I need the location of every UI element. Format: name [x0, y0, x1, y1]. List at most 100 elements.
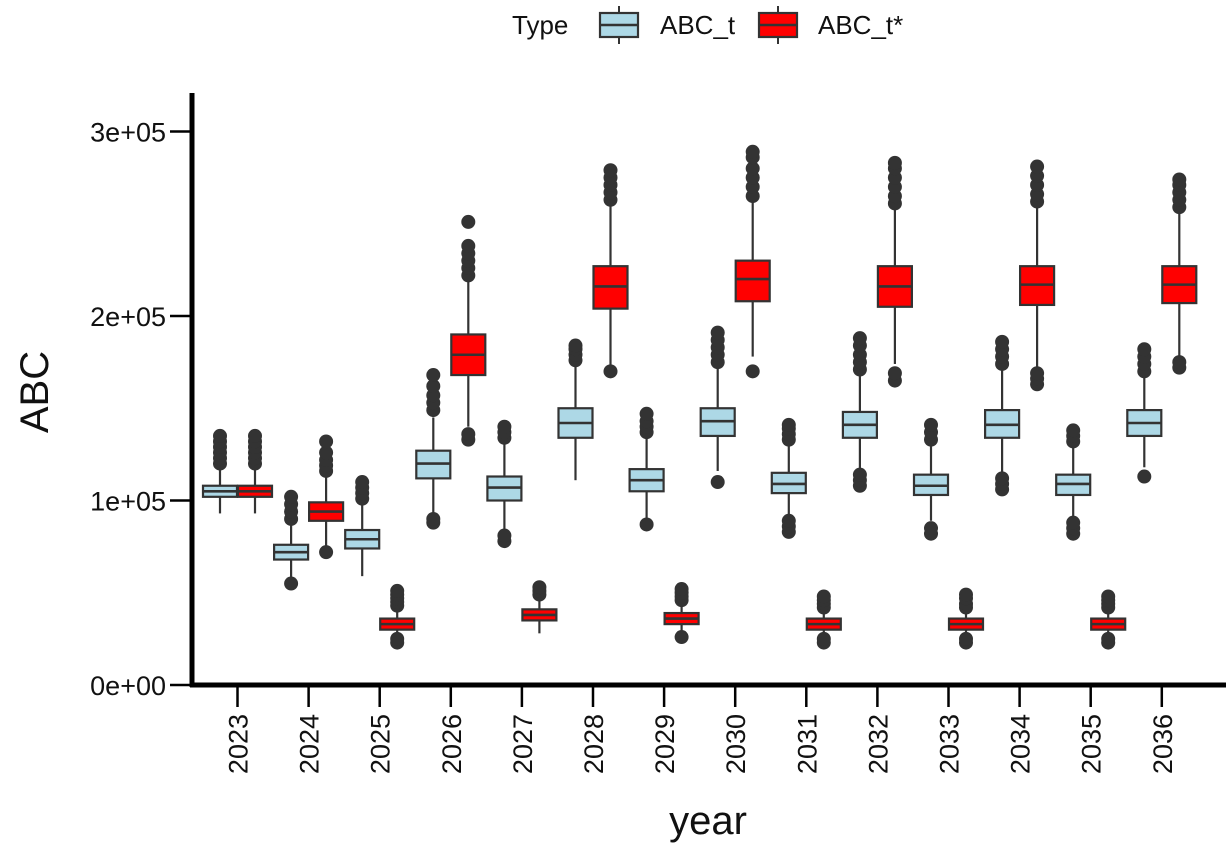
outlier-point	[959, 587, 973, 602]
x-tick-label: 2036	[1148, 714, 1178, 774]
outlier-point	[852, 467, 867, 482]
x-axis-title: year	[669, 799, 747, 843]
x-tick-label: 2027	[508, 714, 538, 774]
box-body	[734, 259, 771, 303]
box-2035-abc-t-star	[1090, 589, 1127, 650]
x-tick-label: 2024	[295, 714, 325, 774]
outlier-point	[390, 583, 405, 598]
x-axis: 2023 2024 2025 2026 2027 2028 2029 2030 2031 2032…	[190, 682, 1226, 774]
box-2031-abc-t-star	[805, 589, 842, 650]
box-2027-abc-t-star	[521, 580, 558, 634]
box-2029-abc-t-star	[663, 582, 700, 645]
box-2035-abc-t	[1055, 423, 1092, 541]
outlier-point	[674, 582, 689, 597]
box-2033-abc-t	[912, 417, 950, 541]
outlier-point	[1066, 515, 1081, 530]
x-tick-label: 2031	[792, 714, 822, 774]
outlier-point	[639, 517, 654, 532]
box-2024-abc-t-star	[308, 434, 345, 560]
y-tick-label: 0e+00	[90, 671, 166, 701]
outlier-point	[710, 325, 725, 340]
outlier-point	[390, 631, 405, 646]
outlier-point	[355, 475, 370, 490]
box-2030-abc-t-star	[734, 144, 771, 379]
legend-label-abc-t: ABC_t	[660, 10, 736, 40]
outlier-point	[426, 368, 441, 383]
outlier-point	[781, 513, 796, 528]
box-2028-abc-t-star	[592, 163, 629, 379]
outlier-point	[1066, 423, 1081, 438]
outlier-point	[1172, 172, 1187, 187]
outlier-point	[1137, 469, 1152, 484]
x-tick-label: 2035	[1077, 714, 1107, 774]
outlier-point	[248, 428, 262, 443]
outlier-point	[995, 471, 1010, 486]
x-tick-label: 2028	[579, 714, 609, 774]
x-tick-label: 2033	[935, 714, 965, 774]
legend: Type ABC_t ABC_t*	[512, 6, 903, 44]
box-2031-abc-t	[770, 417, 807, 539]
outlier-point	[1172, 355, 1187, 370]
box-2036-abc-t-star	[1161, 172, 1198, 375]
outlier-point	[284, 489, 299, 504]
outlier-point	[461, 427, 476, 442]
outlier-point	[745, 364, 760, 379]
outlier-point	[816, 631, 831, 646]
outlier-point	[603, 364, 618, 379]
series-abc-t	[201, 325, 1163, 591]
box-2024-abc-t	[273, 489, 310, 591]
outlier-point	[816, 589, 831, 604]
outlier-point	[497, 419, 512, 434]
outlier-point	[568, 338, 583, 353]
x-tick-label: 2023	[224, 714, 254, 774]
outlier-point	[995, 334, 1010, 349]
outlier-point	[426, 379, 441, 394]
outlier-point	[887, 366, 902, 381]
legend-label-abc-t-star: ABC_t*	[818, 10, 903, 40]
y-tick-label: 2e+05	[90, 302, 166, 332]
outlier-point	[1101, 589, 1116, 604]
outlier-point	[1030, 366, 1045, 381]
outlier-point	[710, 475, 725, 490]
y-axis-title: ABC	[13, 351, 57, 433]
box-2027-abc-t	[486, 419, 523, 549]
outlier-point	[532, 580, 547, 595]
box-2030-abc-t	[699, 325, 736, 490]
y-tick-label: 1e+05	[90, 487, 166, 517]
box-2034-abc-t-star	[1018, 159, 1056, 392]
box-2023-abc-t-star	[236, 428, 274, 514]
x-tick-label: 2030	[721, 714, 751, 774]
x-tick-label: 2025	[366, 714, 396, 774]
outlier-point	[319, 434, 334, 449]
outlier-point	[461, 238, 476, 253]
box-2033-abc-t-star	[947, 587, 985, 650]
box-2026-abc-t-star	[450, 214, 487, 447]
outlier-point	[603, 163, 618, 178]
y-axis: 0e+00 1e+05 2e+05 3e+05	[90, 93, 195, 701]
legend-key-abc-t-star	[757, 6, 799, 44]
outlier-point	[852, 331, 867, 346]
outlier-point	[745, 144, 760, 159]
box-2028-abc-t	[557, 338, 594, 481]
box-2025-abc-t-star	[379, 583, 416, 650]
outlier-point	[887, 155, 902, 170]
box-2032-abc-t	[841, 331, 879, 493]
x-tick-label: 2032	[863, 714, 893, 774]
outlier-point	[959, 631, 973, 646]
box-2029-abc-t	[628, 406, 665, 532]
legend-title: Type	[512, 10, 568, 40]
outlier-point	[426, 511, 441, 526]
outlier-point	[1137, 342, 1152, 357]
box-2036-abc-t	[1126, 342, 1163, 484]
outlier-point	[284, 576, 299, 591]
outlier-point	[213, 428, 227, 443]
outlier-point	[924, 417, 938, 432]
outlier-point	[461, 214, 476, 229]
outlier-point	[497, 528, 512, 543]
x-tick-label: 2034	[1006, 714, 1036, 774]
outlier-point	[781, 417, 796, 432]
box-2034-abc-t	[983, 334, 1021, 497]
x-tick-label: 2026	[437, 714, 467, 774]
y-tick-label: 3e+05	[90, 118, 166, 148]
plot-area	[201, 144, 1198, 650]
